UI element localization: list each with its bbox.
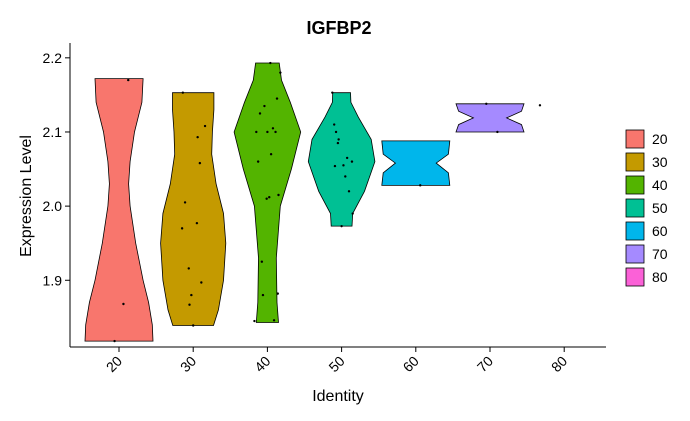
x-tick-label: 70	[474, 353, 496, 375]
data-point	[538, 104, 542, 107]
legend-swatch-20	[625, 129, 645, 149]
data-point	[336, 141, 340, 145]
data-point	[277, 193, 280, 197]
data-point	[195, 221, 199, 225]
legend-swatch-50	[625, 198, 645, 218]
data-point	[419, 184, 422, 187]
legend-label-50: 50	[652, 200, 668, 216]
x-tick-label: 60	[400, 353, 422, 375]
legend-label-80: 80	[652, 269, 668, 285]
data-point	[331, 91, 334, 94]
data-point	[276, 292, 279, 295]
data-point	[181, 91, 185, 94]
data-point	[350, 160, 354, 163]
data-point	[183, 201, 187, 204]
data-point	[269, 61, 272, 65]
data-point	[255, 130, 258, 134]
data-point	[333, 123, 336, 126]
legend-swatch-80	[625, 267, 645, 287]
data-point	[196, 135, 199, 139]
y-tick-label: 2.2	[43, 50, 63, 66]
data-point	[272, 319, 276, 322]
data-point	[256, 160, 260, 163]
data-point	[274, 130, 277, 134]
legend-label-60: 60	[652, 223, 668, 239]
data-point	[340, 224, 343, 228]
legend-swatch-70	[625, 244, 645, 264]
legend-label-70: 70	[652, 246, 668, 262]
data-point	[344, 175, 347, 178]
legend-label-40: 40	[652, 177, 668, 193]
data-point	[258, 112, 262, 115]
data-point	[269, 153, 273, 156]
data-point	[268, 196, 271, 199]
data-point	[275, 97, 279, 100]
legend: 20 30 40 50 60 70 80	[625, 129, 668, 287]
data-point	[347, 190, 351, 193]
data-point	[203, 124, 207, 128]
legend-swatch-40	[625, 175, 645, 195]
data-point	[188, 303, 191, 306]
plot-area	[84, 61, 542, 343]
data-point	[127, 78, 130, 82]
data-point	[279, 71, 282, 74]
data-point	[342, 164, 345, 167]
legend-swatch-30	[625, 152, 645, 172]
violin-30	[160, 92, 227, 326]
x-tick-label: 30	[177, 353, 199, 375]
data-point	[122, 302, 125, 306]
x-axis-ticks: 20 30 40 50 60 70 80	[103, 347, 570, 375]
legend-label-30: 30	[652, 154, 668, 170]
data-point	[345, 156, 349, 160]
y-tick-label: 2.1	[43, 124, 63, 140]
data-point	[485, 102, 488, 106]
data-point	[187, 267, 190, 270]
chart-title: IGFBP2	[306, 18, 371, 38]
data-point	[190, 293, 193, 297]
data-point	[266, 130, 269, 134]
y-axis-ticks: 1.9 2.0 2.1 2.2	[43, 50, 70, 288]
violin-50	[307, 92, 376, 227]
data-point	[192, 324, 195, 327]
x-tick-label: 80	[548, 353, 570, 375]
data-point	[333, 164, 337, 168]
data-point	[496, 130, 499, 134]
data-point	[351, 212, 354, 215]
data-point	[263, 104, 266, 108]
violin-60	[381, 140, 451, 186]
data-point	[253, 319, 256, 323]
data-point	[334, 130, 338, 134]
data-point	[198, 161, 202, 165]
data-point	[113, 339, 116, 343]
data-point	[260, 260, 264, 263]
y-tick-label: 2.0	[43, 198, 63, 214]
violin-40	[233, 62, 302, 323]
data-point	[337, 138, 340, 141]
y-tick-label: 1.9	[43, 272, 63, 288]
data-point	[265, 197, 268, 200]
violin-20	[84, 78, 154, 342]
data-point	[200, 281, 203, 284]
x-tick-label: 50	[325, 353, 347, 375]
violin-70	[455, 103, 525, 133]
x-axis-title: Identity	[312, 388, 364, 405]
y-axis-title: Expression Level	[18, 135, 35, 257]
data-point	[261, 293, 265, 297]
x-tick-label: 40	[251, 353, 273, 375]
data-point	[180, 227, 184, 230]
data-point	[271, 127, 275, 130]
x-tick-label: 20	[103, 353, 125, 375]
legend-label-20: 20	[652, 131, 668, 147]
legend-swatch-60	[625, 221, 645, 241]
